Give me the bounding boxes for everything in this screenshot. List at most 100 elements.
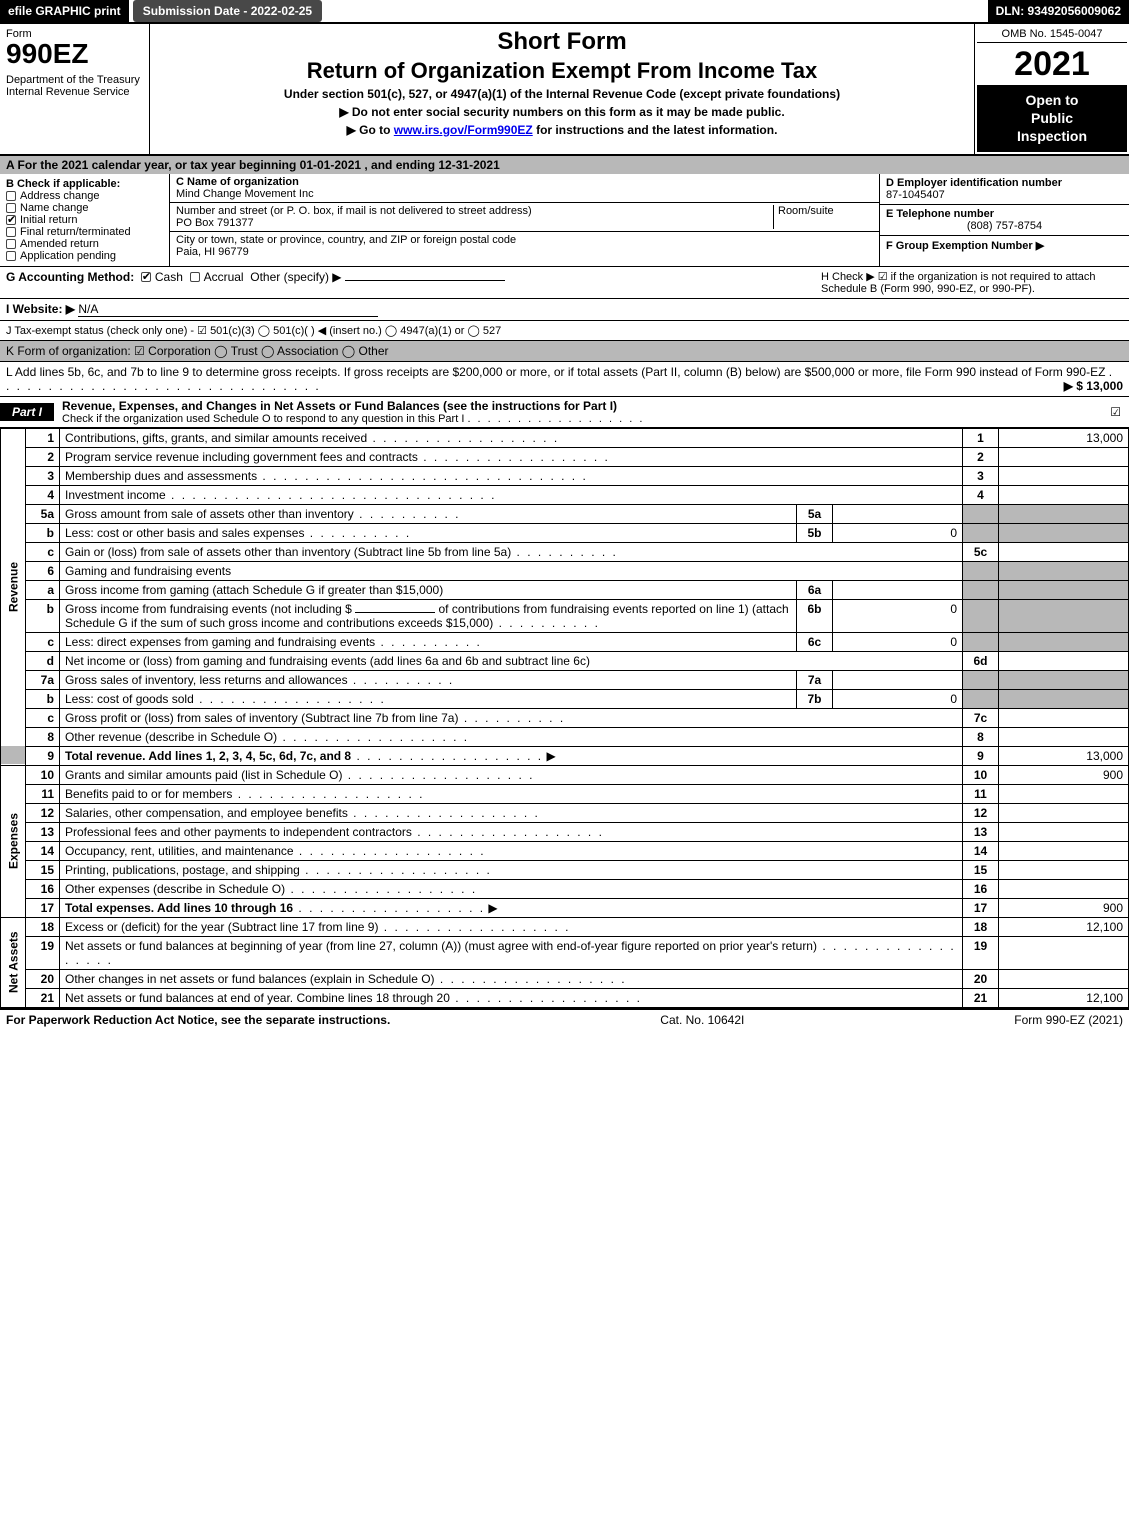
ln-11-text: Benefits paid to or for members <box>60 784 963 803</box>
part1-check[interactable]: ☑ <box>1099 405 1129 419</box>
ln-10-num: 10 <box>26 765 60 784</box>
irs-link[interactable]: www.irs.gov/Form990EZ <box>394 123 533 137</box>
side-expenses: Expenses <box>1 765 26 917</box>
footer: For Paperwork Reduction Act Notice, see … <box>0 1008 1129 1030</box>
ln-13-num: 13 <box>26 822 60 841</box>
ln-4-num: 4 <box>26 485 60 504</box>
org-city: Paia, HI 96779 <box>176 246 249 258</box>
ln-7c-text: Gross profit or (loss) from sales of inv… <box>60 708 963 727</box>
col-b: B Check if applicable: Address change Na… <box>0 174 170 266</box>
ln-6a-sc: 6a <box>797 580 833 599</box>
top-bar: efile GRAPHIC print Submission Date - 20… <box>0 0 1129 24</box>
ln-18-rn: 18 <box>963 917 999 936</box>
ln-13-rv <box>999 822 1129 841</box>
ln-20-rv <box>999 969 1129 988</box>
ln-15-num: 15 <box>26 860 60 879</box>
ln-3-num: 3 <box>26 466 60 485</box>
ln-1-text: Contributions, gifts, grants, and simila… <box>60 428 963 447</box>
ln-3-rv <box>999 466 1129 485</box>
ln-12-rv <box>999 803 1129 822</box>
chk-accrual[interactable] <box>190 272 200 282</box>
ln-21-num: 21 <box>26 988 60 1007</box>
ln-2-rv <box>999 447 1129 466</box>
ln-6-text: Gaming and fundraising events <box>60 561 963 580</box>
ln-6-rn <box>963 561 999 580</box>
l-row: L Add lines 5b, 6c, and 7b to line 9 to … <box>0 362 1129 397</box>
ln-21-rn: 21 <box>963 988 999 1007</box>
ln-6d-num: d <box>26 651 60 670</box>
ln-7a-rn <box>963 670 999 689</box>
ln-6b-sc: 6b <box>797 599 833 632</box>
ln-5c-text: Gain or (loss) from sale of assets other… <box>60 542 963 561</box>
ln-3-text: Membership dues and assessments <box>60 466 963 485</box>
ln-12-num: 12 <box>26 803 60 822</box>
ln-21-text: Net assets or fund balances at end of ye… <box>60 988 963 1007</box>
ln-16-text: Other expenses (describe in Schedule O) <box>60 879 963 898</box>
ln-12-rn: 12 <box>963 803 999 822</box>
ln-13-text: Professional fees and other payments to … <box>60 822 963 841</box>
ln-14-num: 14 <box>26 841 60 860</box>
ln-19-rn: 19 <box>963 936 999 969</box>
ln-7c-rn: 7c <box>963 708 999 727</box>
ln-8-num: 8 <box>26 727 60 746</box>
org-street: PO Box 791377 <box>176 217 254 229</box>
ln-16-rn: 16 <box>963 879 999 898</box>
k-row: K Form of organization: ☑ Corporation ◯ … <box>0 341 1129 362</box>
ln-20-rn: 20 <box>963 969 999 988</box>
ln-17-num: 17 <box>26 898 60 917</box>
open-line3: Inspection <box>981 127 1123 145</box>
header-left: Form 990EZ Department of the Treasury In… <box>0 24 150 154</box>
ln-12-text: Salaries, other compensation, and employ… <box>60 803 963 822</box>
irs-label: Internal Revenue Service <box>6 86 143 98</box>
d-ein-block: D Employer identification number 87-1045… <box>880 174 1129 205</box>
g-label: G Accounting Method: <box>6 270 134 284</box>
ln-7b-rn <box>963 689 999 708</box>
l-text: L Add lines 5b, 6c, and 7b to line 9 to … <box>6 365 1105 379</box>
dln-label: DLN: 93492056009062 <box>988 0 1129 22</box>
ln-17-text: Total expenses. Add lines 10 through 16 <box>60 898 963 917</box>
ln-15-rv <box>999 860 1129 879</box>
ln-6c-rn <box>963 632 999 651</box>
phone-label: E Telephone number <box>886 208 994 220</box>
side-netassets: Net Assets <box>1 917 26 1007</box>
ln-5b-sv: 0 <box>833 523 963 542</box>
part1-heading: Revenue, Expenses, and Changes in Net As… <box>62 399 1099 425</box>
ln-1-num: 1 <box>26 428 60 447</box>
ln-19-text: Net assets or fund balances at beginning… <box>60 936 963 969</box>
ln-18-rv: 12,100 <box>999 917 1129 936</box>
under-section: Under section 501(c), 527, or 4947(a)(1)… <box>160 87 964 101</box>
ln-7a-text: Gross sales of inventory, less returns a… <box>60 670 797 689</box>
ln-19-rv <box>999 936 1129 969</box>
ln-5c-rv <box>999 542 1129 561</box>
ln-6d-rn: 6d <box>963 651 999 670</box>
ln-8-rv <box>999 727 1129 746</box>
ln-18-num: 18 <box>26 917 60 936</box>
ln-8-rn: 8 <box>963 727 999 746</box>
chk-pending[interactable]: Application pending <box>6 250 163 262</box>
ln-14-rv <box>999 841 1129 860</box>
chk-amended[interactable]: Amended return <box>6 238 163 250</box>
ln-6-rv <box>999 561 1129 580</box>
ln-2-text: Program service revenue including govern… <box>60 447 963 466</box>
ln-9-num: 9 <box>26 746 60 765</box>
ln-6a-rn <box>963 580 999 599</box>
chk-initial[interactable]: Initial return <box>6 214 163 226</box>
g-other-blank[interactable] <box>345 280 505 281</box>
ln-5b-sc: 5b <box>797 523 833 542</box>
col-c: C Name of organization Mind Change Movem… <box>170 174 879 266</box>
chk-name[interactable]: Name change <box>6 202 163 214</box>
ln-7b-sc: 7b <box>797 689 833 708</box>
ln-11-rn: 11 <box>963 784 999 803</box>
tax-year: 2021 <box>977 43 1127 85</box>
chk-final[interactable]: Final return/terminated <box>6 226 163 238</box>
f-group-block: F Group Exemption Number ▶ <box>880 236 1129 255</box>
ln-6d-text: Net income or (loss) from gaming and fun… <box>60 651 963 670</box>
chk-address[interactable]: Address change <box>6 190 163 202</box>
ln-17-rn: 17 <box>963 898 999 917</box>
c-name-block: C Name of organization Mind Change Movem… <box>170 174 879 203</box>
l-amount: ▶ $ 13,000 <box>1064 379 1123 393</box>
phone-value: (808) 757-8754 <box>886 220 1123 232</box>
ln-6-num: 6 <box>26 561 60 580</box>
chk-cash[interactable] <box>141 272 151 282</box>
part1-label: Part I <box>0 403 54 421</box>
